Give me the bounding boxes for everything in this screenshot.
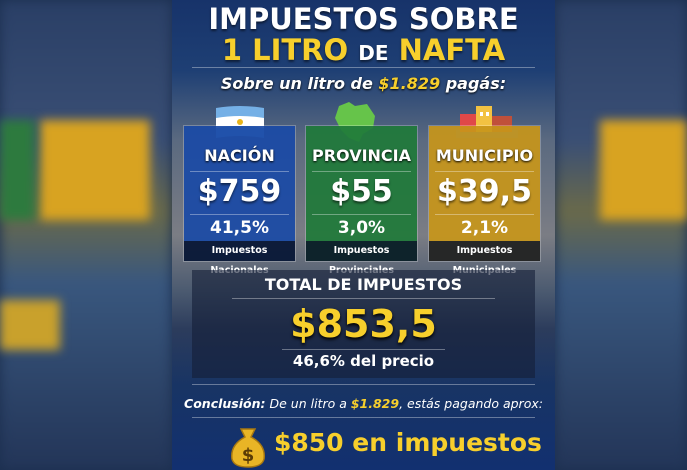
title-line-2: 1 LITRO DE NAFTA (172, 33, 555, 67)
money-bag-icon: $ (231, 428, 265, 468)
blurred-shape (0, 300, 60, 350)
subtitle: Sobre un litro de $1.829 pagás: (220, 74, 507, 93)
card-footer: Impuestos Municipales (429, 241, 540, 276)
blurred-shape (600, 120, 687, 220)
divider (282, 349, 445, 350)
card-value: $55 (330, 174, 393, 209)
title-line-1: IMPUESTOS SOBRE (208, 2, 519, 36)
card-label: PROVINCIA (311, 146, 412, 165)
card-label: MUNICIPIO (435, 146, 534, 165)
card-percent: 2,1% (460, 218, 509, 238)
card-value: $759 (197, 174, 282, 209)
card-percent: 41,5% (210, 218, 269, 238)
divider (192, 384, 535, 385)
card-nacion: NACIÓN $759 41,5% Impuestos Nacionales (183, 125, 296, 276)
card-provincia: PROVINCIA $55 3,0% Impuestos Provinciale… (305, 125, 418, 276)
blurred-background-left (0, 0, 172, 470)
svg-text:$: $ (242, 445, 255, 466)
blurred-shape (0, 120, 35, 220)
divider (232, 298, 495, 299)
total-title: TOTAL DE IMPUESTOS (264, 275, 463, 294)
card-label: NACIÓN (204, 146, 275, 165)
title-litro: 1 LITRO (221, 33, 349, 67)
card-value: $39,5 (437, 174, 532, 209)
infographic-panel: IMPUESTOS SOBRE 1 LITRO DE NAFTA Sobre u… (172, 0, 555, 470)
final-amount: $850 en impuestos (274, 428, 542, 457)
blurred-shape (40, 120, 150, 220)
card-footer: Impuestos Nacionales (184, 241, 295, 276)
divider (192, 67, 535, 68)
conclusion-text: Conclusión: De un litro a $1.829, estás … (184, 396, 543, 411)
card-footer: Impuestos Provinciales (306, 241, 417, 276)
blurred-background-right (555, 0, 687, 470)
total-percent: 46,6% del precio (292, 352, 435, 370)
total-box (192, 270, 535, 378)
title-nafta: NAFTA (398, 33, 506, 67)
title-de: DE (358, 41, 389, 65)
card-municipio: MUNICIPIO $39,5 2,1% Impuestos Municipal… (428, 125, 541, 276)
divider (192, 417, 535, 418)
total-value: $853,5 (290, 302, 437, 346)
card-percent: 3,0% (337, 218, 386, 238)
